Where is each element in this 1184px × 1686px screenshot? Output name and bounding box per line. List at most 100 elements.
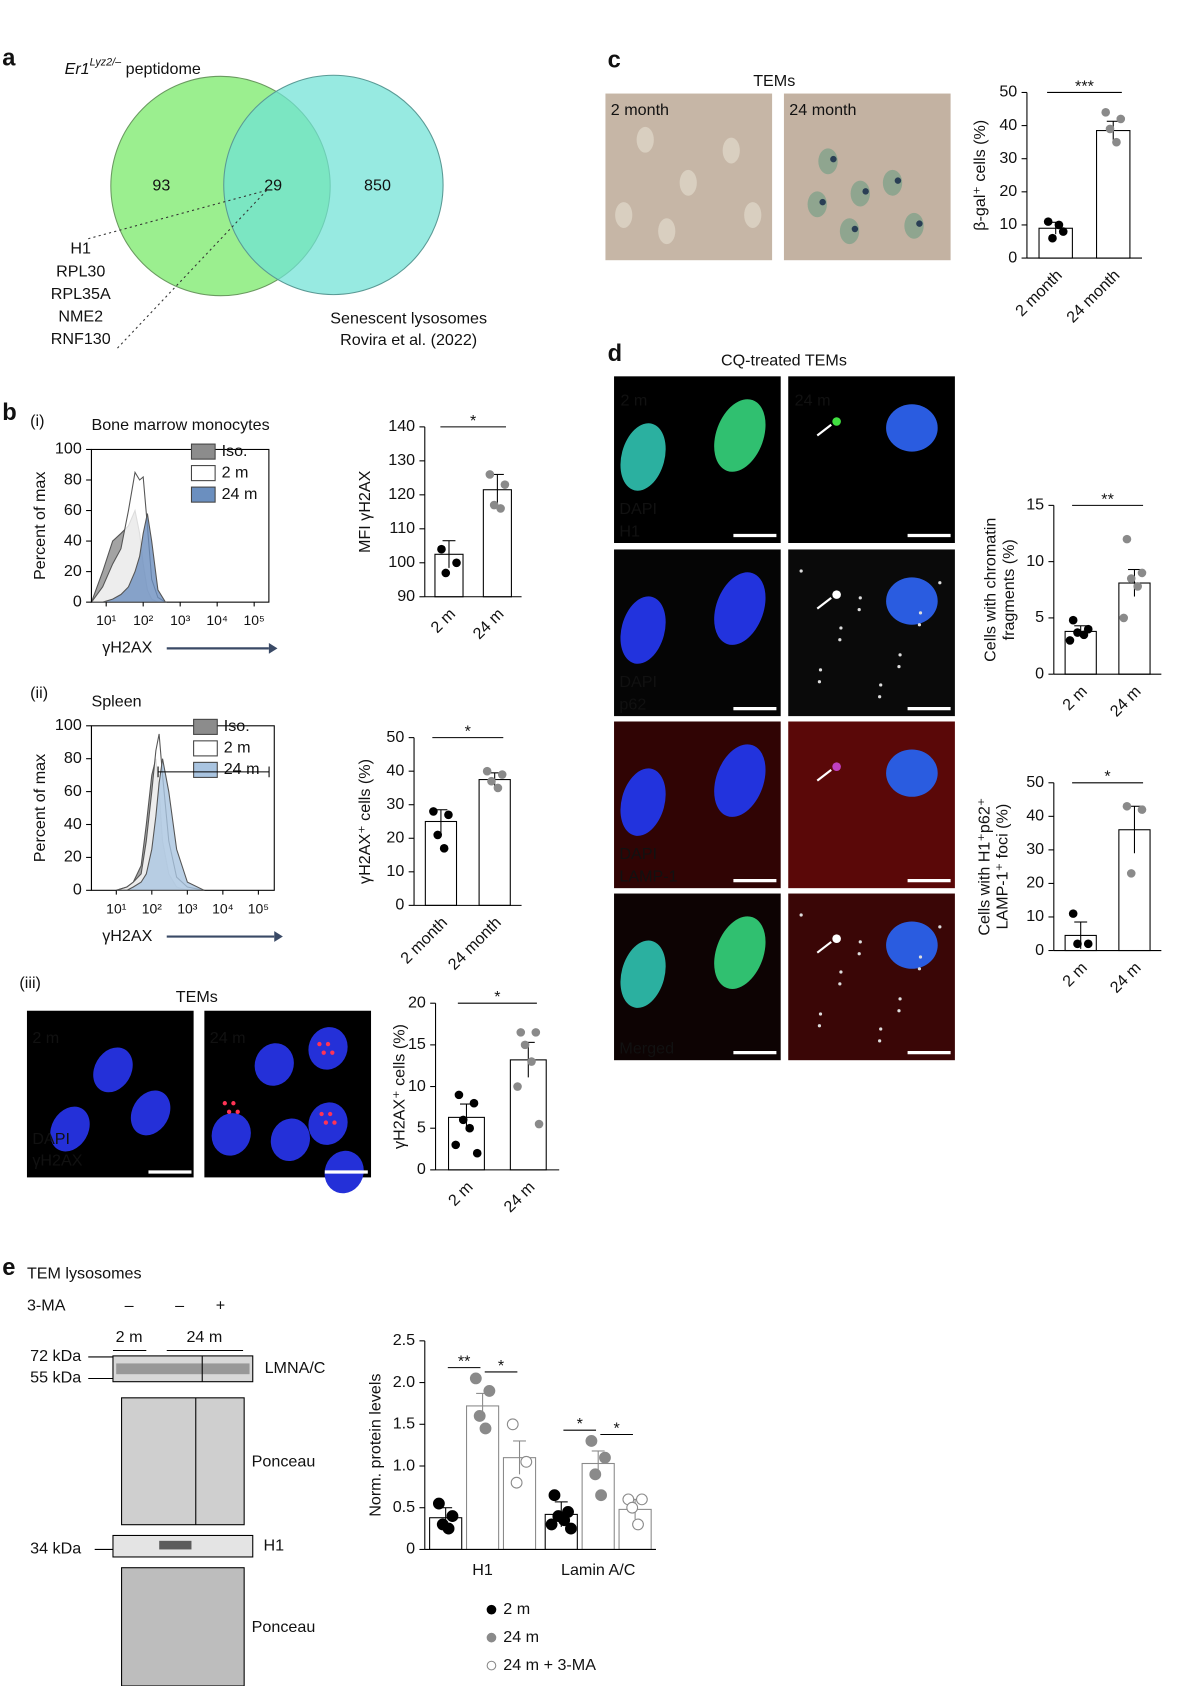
data-point [1137, 568, 1147, 578]
treatment-mark: – [125, 1297, 134, 1315]
y-axis-label: Percent of max [31, 754, 49, 862]
y-axis-label: Percent of max [31, 472, 49, 580]
title: Spleen [91, 692, 141, 710]
data-point [442, 1522, 455, 1535]
speck [858, 596, 862, 600]
legend-marker [486, 1632, 497, 1643]
y-tick-label: 0 [73, 592, 82, 610]
data-point [589, 1468, 602, 1481]
data-point [469, 1372, 482, 1385]
y-tick-label: 2.5 [393, 1331, 415, 1349]
data-point [451, 1140, 461, 1150]
cell [886, 577, 938, 625]
y-tick-label: 0.5 [393, 1498, 415, 1516]
cell [886, 404, 938, 452]
ladder: 55 kDa [30, 1369, 81, 1387]
cell [744, 202, 762, 228]
y-tick-label: 80 [64, 470, 82, 488]
data-point [585, 1435, 598, 1447]
data-point [1073, 628, 1082, 637]
data-point [1073, 939, 1082, 949]
micrograph [788, 549, 955, 717]
panel-label: d [608, 341, 622, 367]
y-tick-label: 130 [388, 451, 415, 469]
x-tick-label: 24 m [469, 605, 507, 643]
y-tick-label: 40 [64, 815, 82, 833]
ladder: 72 kDa [30, 1347, 81, 1365]
micrograph [783, 93, 951, 261]
bar [478, 779, 511, 906]
y-axis-label: Cells with chromatin [982, 518, 1000, 662]
y-tick-label: 110 [389, 519, 415, 537]
ponceau [121, 1397, 245, 1526]
connector [115, 189, 268, 350]
y-tick-label: 15 [408, 1035, 426, 1053]
y-tick-label: 100 [55, 440, 82, 458]
y-axis-label: β-gal⁺ cells (%) [971, 120, 989, 231]
y-tick-label: 90 [397, 587, 415, 605]
venn-count: 850 [364, 176, 391, 194]
band [159, 1540, 192, 1550]
stain-label: Merged [619, 1040, 674, 1058]
arrow-head [274, 931, 283, 942]
data-point [513, 1082, 522, 1091]
data-point [433, 830, 443, 840]
data-point [527, 1057, 536, 1066]
group-label: 24 m [186, 1328, 222, 1346]
y-tick-label: 20 [64, 562, 82, 580]
y-tick-label: 0 [406, 1540, 415, 1558]
ponceau [121, 1567, 245, 1686]
histogram-curve [116, 758, 205, 891]
blot-title: TEM lysosomes [27, 1264, 142, 1282]
cell [50, 1106, 90, 1152]
micrograph [788, 893, 955, 1061]
cell [620, 423, 666, 491]
speck [857, 952, 861, 956]
speck [799, 913, 803, 917]
speck [898, 997, 902, 1001]
y-tick-label: 5 [417, 1118, 426, 1136]
bar [1096, 130, 1131, 259]
focus [332, 1120, 337, 1125]
ladder: 34 kDa [30, 1540, 81, 1558]
y-axis-label: γH2AX⁺ cells (%) [390, 1024, 408, 1149]
gene: RNF130 [51, 330, 111, 348]
data-point [1079, 630, 1089, 640]
image-label: 24 m [795, 391, 831, 409]
cell [130, 1090, 171, 1136]
x-tick-label: 2 month [1012, 266, 1066, 320]
legend-label: 2 m [222, 463, 249, 481]
y-axis-label: MFI γH2AX [356, 470, 374, 553]
data-point [473, 1410, 486, 1422]
y-tick-label: 40 [1026, 807, 1044, 825]
y-tick-label: 20 [64, 848, 82, 866]
stain-label: H1 [619, 523, 640, 541]
data-point [493, 783, 503, 793]
y-tick-label: 40 [386, 761, 404, 779]
data-point [534, 1119, 544, 1129]
focus [231, 1101, 236, 1106]
y-tick-label: 140 [388, 417, 415, 435]
bar [1118, 582, 1151, 675]
y-tick-label: 1.0 [393, 1456, 415, 1474]
data-point [482, 766, 492, 776]
y-tick-label: 0 [73, 881, 82, 899]
image-label: 2 m [32, 1029, 59, 1047]
sub-label: (i) [30, 412, 44, 430]
data-point [558, 1514, 571, 1527]
cell [819, 198, 826, 206]
y-tick-label: 40 [999, 116, 1017, 134]
speck [799, 569, 803, 573]
x-tick-label: 24 m [1107, 682, 1145, 720]
title: Bone marrow monocytes [91, 416, 269, 434]
data-point [444, 810, 453, 820]
x-tick-label: 10³ [170, 612, 191, 628]
sub-label: (ii) [30, 684, 48, 702]
x-tick-label: 10⁵ [243, 612, 264, 628]
y-tick-label: 30 [386, 795, 404, 813]
y-tick-label: 100 [388, 553, 415, 571]
legend-marker [486, 1660, 497, 1671]
y-tick-label: 10 [408, 1077, 426, 1095]
panel-label: e [2, 1255, 15, 1281]
